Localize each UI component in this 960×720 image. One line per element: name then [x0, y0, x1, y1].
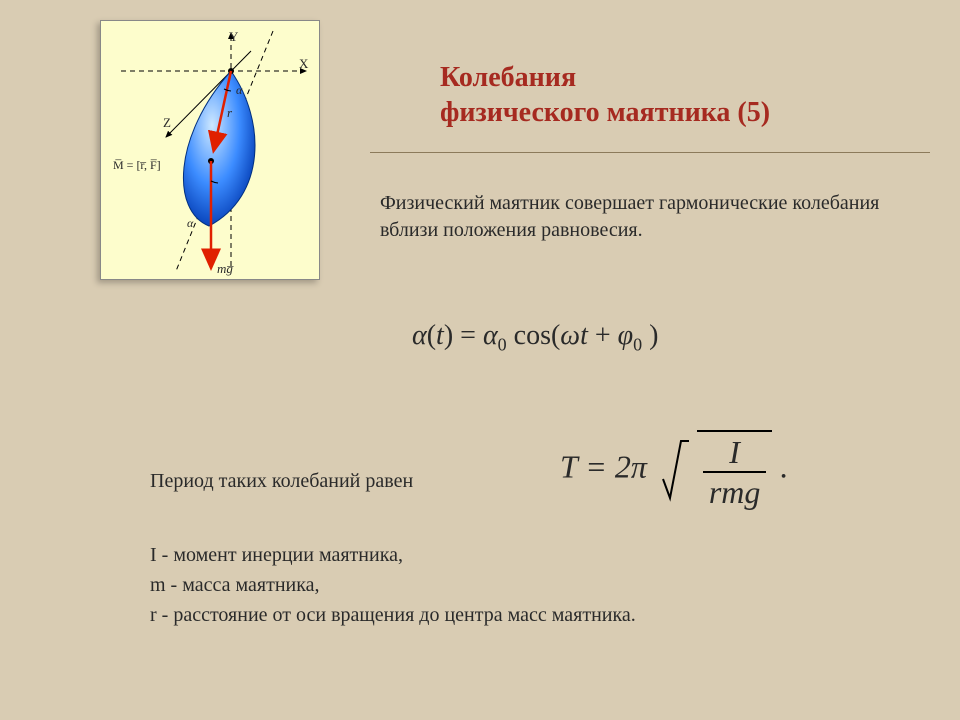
- eq1-sub0b: 0: [633, 335, 642, 355]
- slide-title: Колебания физического маятника (5): [440, 60, 770, 130]
- eq1-alpha: α: [412, 320, 427, 351]
- equation-period: T = 2π I rmg .: [560, 430, 788, 510]
- slide: Y X Z M̅ = [r̅, F̅] r α α mg̅ Колебания …: [0, 0, 960, 720]
- def-r: r - расстояние от оси вращения до центра…: [150, 600, 636, 630]
- eq2-T: T: [560, 448, 577, 484]
- moment-label: M̅ = [r̅, F̅]: [113, 158, 161, 173]
- eq1-t2: t: [580, 320, 588, 351]
- definitions-block: I - момент инерции маятника, m - масса м…: [150, 540, 636, 630]
- paragraph-period: Период таких колебаний равен: [150, 470, 413, 493]
- eq2-sqrt: I rmg: [661, 430, 773, 510]
- axis-z-label: Z: [163, 115, 171, 131]
- eq2-fraction: I rmg: [703, 436, 767, 508]
- eq1-eq: =: [453, 320, 483, 351]
- eq1-plus: +: [588, 320, 618, 351]
- eq2-num: I: [703, 436, 767, 473]
- title-line1: Колебания: [440, 62, 576, 93]
- eq1-rp: ): [444, 320, 453, 351]
- pendulum-svg: [101, 21, 319, 279]
- eq1-cos: cos(: [507, 320, 561, 351]
- paragraph-oscillations: Физический маятник совершает гармоническ…: [380, 190, 920, 244]
- axis-x-label: X: [299, 56, 308, 72]
- def-m: m - масса маятника,: [150, 570, 636, 600]
- eq1-rp2: ): [642, 320, 658, 351]
- title-line2: физического маятника (5): [440, 97, 770, 128]
- title-underline: [370, 152, 930, 153]
- equation-alpha-t: α(t) = α0 cos(ωt + φ0 ): [412, 320, 658, 356]
- eq2-eq: =: [577, 448, 615, 484]
- eq2-pi: π: [631, 448, 647, 484]
- pendulum-diagram: Y X Z M̅ = [r̅, F̅] r α α mg̅: [100, 20, 320, 280]
- radical-icon: [661, 435, 689, 505]
- def-I: I - момент инерции маятника,: [150, 540, 636, 570]
- eq1-omega: ω: [560, 320, 580, 351]
- alpha-bot-label: α: [187, 216, 193, 231]
- mg-label: mg̅: [217, 261, 233, 277]
- eq1-t: t: [436, 320, 444, 351]
- r-label: r: [227, 105, 232, 121]
- eq1-sub0a: 0: [498, 335, 507, 355]
- eq2-dot: .: [780, 448, 788, 484]
- eq2-two: 2: [615, 448, 631, 484]
- axis-y-label: Y: [229, 29, 238, 45]
- eq1-lp: (: [427, 320, 436, 351]
- eq1-phi: φ: [618, 320, 634, 351]
- eq1-alpha0: α: [483, 320, 498, 351]
- alpha-top-label: α: [236, 83, 242, 98]
- eq2-den: rmg: [703, 473, 767, 508]
